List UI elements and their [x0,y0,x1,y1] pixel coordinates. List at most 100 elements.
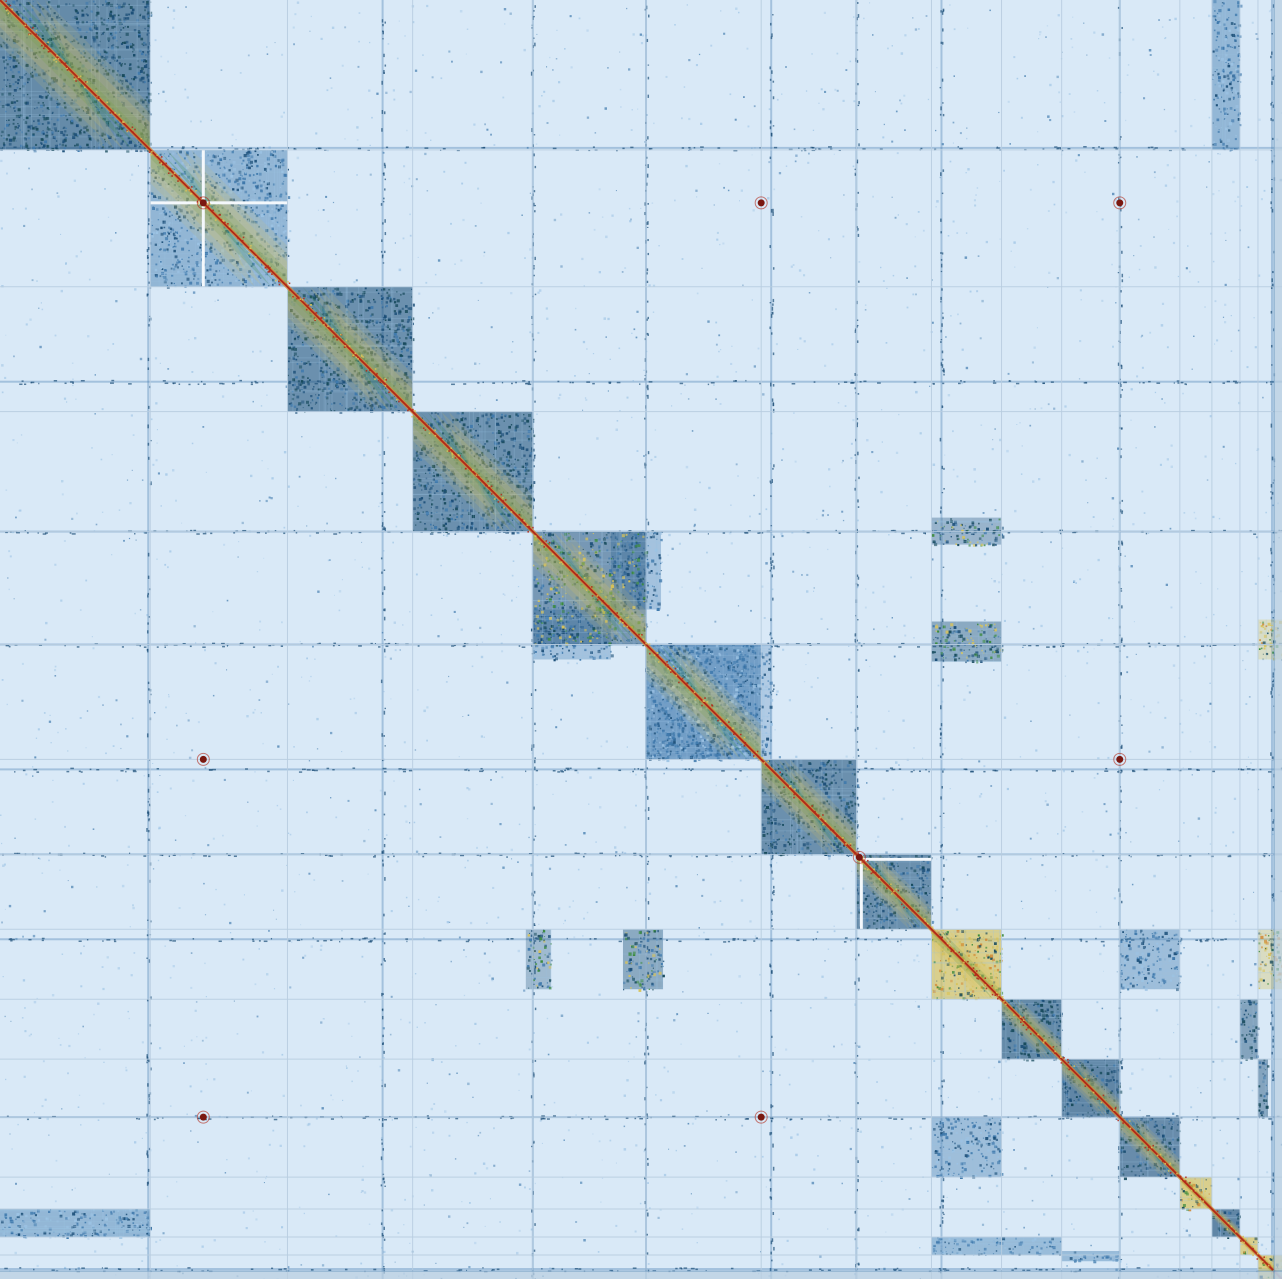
noise-speck [369,144,371,146]
noise-speck [7,577,9,579]
block-texture [1226,51,1228,53]
stripe-speck [1120,964,1123,966]
stripe-speck [689,532,692,535]
stripe-speck [940,172,942,176]
stripe-speck [339,940,341,943]
noise-speck [956,1106,958,1108]
noise-speck [512,341,514,343]
noise-speck [999,180,1001,182]
noise-speck [426,4,429,8]
noise-speck [519,543,521,546]
stripe-speck [1271,896,1274,899]
stripe-speck [11,938,15,941]
noise-speck [385,91,388,94]
noise-speck [217,299,219,301]
stripe-speck [534,1223,536,1226]
noise-speck [1056,277,1059,280]
noise-speck [858,261,861,263]
noise-speck [463,949,465,951]
noise-speck [458,756,460,758]
stripe-speck [942,113,945,117]
noise-speck [483,736,485,738]
noise-speck [1164,958,1167,961]
noise-speck [706,551,708,554]
stripe-speck [941,78,944,82]
block-texture [1234,35,1237,38]
noise-speck [146,614,149,617]
noise-speck [963,698,966,701]
block-texture [1213,98,1215,101]
stripe-speck [646,268,649,272]
noise-speck [1108,617,1111,620]
noise-speck [72,384,74,387]
noise-speck [361,566,363,568]
noise-speck [619,88,622,91]
noise-speck [1008,965,1011,969]
stripe-speck [592,146,595,148]
noise-speck [474,1172,477,1175]
noise-speck [997,1009,1000,1012]
stripe-speck [774,645,779,647]
stripe-speck [383,1238,386,1241]
stripe-speck [150,439,152,442]
stripe-speck [1117,546,1120,550]
noise-speck [864,304,867,306]
noise-speck [910,537,912,539]
noise-speck [1097,558,1100,562]
stripe-speck [162,380,166,382]
stripe-speck [574,769,578,772]
noise-speck [49,714,51,716]
stripe-speck [326,854,328,856]
noise-speck [1097,757,1100,760]
noise-speck [1096,1001,1099,1004]
noise-speck [517,1073,520,1076]
noise-speck [438,364,440,366]
stripe-speck [1270,383,1272,386]
noise-speck [325,195,328,198]
stripe-speck [256,531,261,534]
noise-speck [1121,732,1124,734]
noise-speck [500,634,502,636]
stripe-speck [1121,427,1123,430]
noise-speck [1259,1151,1261,1153]
stripe-speck [757,532,760,534]
noise-speck [346,1067,348,1069]
stripe-speck [182,642,186,645]
noise-speck [445,534,449,537]
stripe-speck [941,491,944,494]
noise-speck [605,740,608,743]
stripe-speck [250,381,253,384]
noise-speck [687,398,690,400]
noise-speck [1222,1157,1225,1160]
block-texture [1217,74,1219,76]
noise-speck [13,598,15,600]
stripe-speck [534,968,536,972]
stripe-speck [616,149,618,152]
noise-speck [952,430,954,433]
noise-speck [781,93,783,95]
stripe-speck [940,41,943,44]
stripe-speck [1015,382,1020,385]
noise-speck [48,720,52,723]
stripe-speck [89,768,92,771]
noise-speck [259,500,261,502]
noise-speck [1081,811,1084,813]
noise-speck [700,122,703,125]
noise-speck [1206,964,1209,967]
stripe-speck [533,923,536,926]
noise-speck [718,350,720,353]
noise-speck [605,235,608,239]
stripe-speck [1120,455,1122,459]
stripe-speck [856,319,859,321]
noise-speck [894,990,896,992]
noise-speck [725,784,729,787]
noise-speck [857,519,859,522]
noise-speck [256,1170,258,1173]
noise-speck [663,1066,666,1069]
block-texture [103,1223,107,1227]
stripe-speck [771,910,773,913]
stripe-speck [1270,942,1272,947]
noise-speck [381,631,384,634]
noise-speck [1255,33,1258,35]
noise-speck [73,179,76,182]
